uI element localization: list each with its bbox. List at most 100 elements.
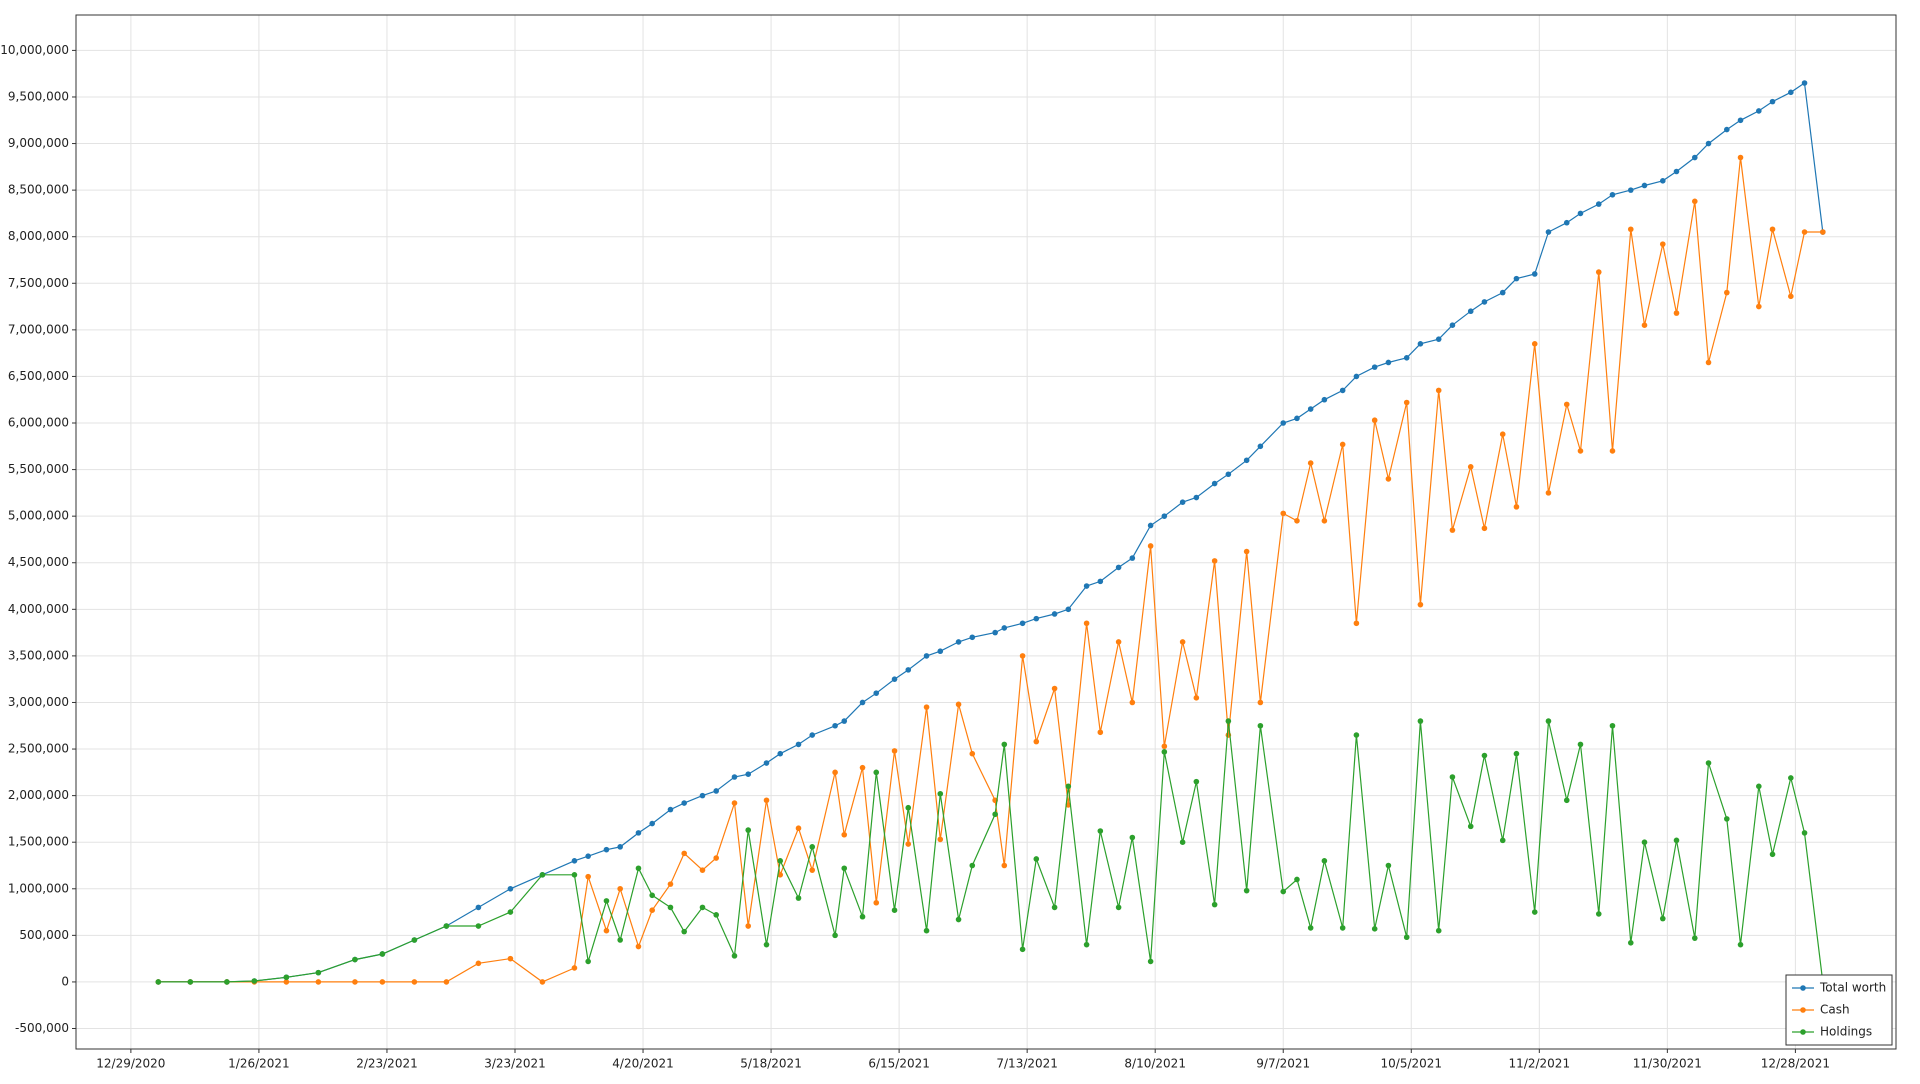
data-point (832, 769, 838, 776)
data-point (1001, 862, 1008, 869)
data-point (1097, 578, 1104, 585)
x-tick-label: 3/23/2021 (484, 1057, 546, 1071)
data-point (617, 937, 623, 943)
data-point (1371, 417, 1378, 424)
data-point (969, 750, 976, 757)
data-point (649, 820, 655, 827)
data-point (1595, 201, 1602, 207)
y-tick-label: 5,000,000 (8, 509, 69, 523)
data-point (617, 885, 623, 892)
data-point (1147, 958, 1154, 965)
data-point (1513, 504, 1520, 510)
data-point (1724, 289, 1730, 296)
data-point (667, 806, 674, 813)
data-point (411, 937, 418, 943)
data-point (1161, 743, 1168, 750)
data-point (1211, 901, 1218, 908)
data-point (507, 885, 514, 892)
x-tick-label: 10/5/2021 (1381, 1057, 1443, 1071)
data-point (603, 898, 610, 904)
legend-label: Cash (1820, 1003, 1850, 1017)
data-point (731, 800, 738, 806)
data-point (1083, 583, 1090, 589)
data-point (1321, 858, 1328, 864)
data-point (1051, 611, 1058, 617)
data-point (1531, 909, 1538, 915)
data-point (1257, 699, 1264, 706)
data-point (777, 872, 784, 878)
data-point (443, 923, 450, 929)
data-point (841, 718, 848, 724)
data-point (763, 941, 770, 948)
legend-label: Holdings (1820, 1025, 1872, 1039)
data-point (1609, 448, 1616, 454)
data-point (667, 881, 674, 887)
y-tick-label: 3,500,000 (8, 648, 69, 662)
data-point (923, 704, 930, 710)
data-point (1467, 463, 1474, 470)
y-tick-label: 6,500,000 (8, 369, 69, 383)
data-point (923, 653, 930, 659)
data-point (1641, 839, 1648, 845)
data-point (1179, 839, 1186, 845)
data-point (681, 850, 687, 857)
legend-marker (1800, 1007, 1806, 1013)
data-point (1769, 851, 1776, 858)
y-tick-label: 8,000,000 (8, 229, 69, 243)
data-point (315, 969, 322, 976)
data-point (905, 804, 912, 811)
data-point (1065, 606, 1072, 613)
data-point (937, 648, 944, 655)
data-point (832, 722, 838, 729)
data-point (571, 965, 578, 971)
data-point (1801, 229, 1808, 235)
data-point (1788, 89, 1794, 96)
data-point (809, 867, 816, 873)
x-tick-label: 2/23/2021 (356, 1057, 418, 1071)
data-point (1353, 732, 1360, 738)
data-point (1115, 564, 1122, 571)
data-point (1627, 940, 1634, 946)
data-point (1545, 229, 1552, 235)
x-tick-label: 1/26/2021 (228, 1057, 290, 1071)
data-point (763, 797, 770, 804)
data-point (1001, 741, 1008, 748)
y-tick-label: 1,500,000 (8, 835, 69, 849)
data-point (507, 955, 514, 962)
data-point (352, 956, 358, 963)
data-point (681, 800, 687, 806)
y-tick-label: 9,000,000 (8, 136, 69, 150)
data-point (1691, 935, 1698, 941)
legend-marker (1800, 985, 1806, 991)
data-point (1545, 718, 1552, 724)
data-point (251, 978, 258, 984)
data-point (763, 760, 770, 766)
data-point (1756, 108, 1762, 114)
x-tick-label: 11/2/2021 (1509, 1057, 1571, 1071)
data-point (1449, 322, 1456, 329)
y-tick-label: 7,500,000 (8, 276, 69, 290)
y-tick-label: 500,000 (19, 928, 69, 942)
plot-frame (75, 14, 1897, 1050)
data-point (1627, 187, 1634, 193)
y-tick-label: 9,500,000 (8, 89, 69, 103)
data-point (1531, 341, 1538, 347)
data-point (1673, 168, 1680, 175)
data-point (224, 979, 230, 985)
x-tick-label: 6/15/2021 (868, 1057, 930, 1071)
data-point (795, 741, 802, 748)
y-tick-label: 2,000,000 (8, 788, 69, 802)
y-tick-label: 7,000,000 (8, 322, 69, 336)
data-point (585, 958, 591, 965)
data-point (315, 979, 322, 985)
data-point (859, 764, 866, 771)
data-point (1019, 946, 1026, 953)
data-point (571, 872, 578, 878)
data-point (731, 774, 738, 780)
legend-marker (1800, 1029, 1806, 1035)
data-point (891, 907, 898, 914)
data-point (681, 928, 687, 935)
data-point (571, 858, 578, 864)
data-point (873, 769, 880, 776)
data-point (1449, 527, 1456, 533)
